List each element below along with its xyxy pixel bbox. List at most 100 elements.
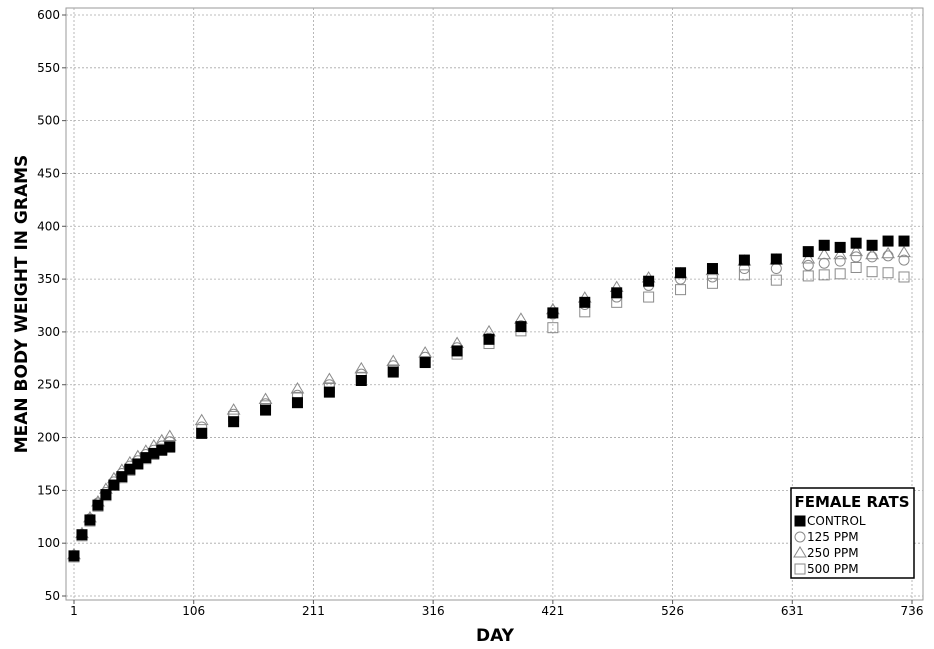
y-tick-label: 50 — [45, 589, 60, 603]
axes: 50 100 150 200 250 300 350 400 450 500 550 600 1 106 2… — [37, 8, 923, 618]
data-point — [419, 357, 431, 369]
x-tick-label: 736 — [901, 604, 924, 618]
data-point — [354, 361, 369, 374]
legend-label: CONTROL — [807, 514, 866, 528]
data-point — [322, 372, 337, 384]
y-tick-label: 300 — [37, 325, 60, 339]
data-point — [164, 441, 176, 453]
x-tick-label: 526 — [661, 604, 684, 618]
data-point — [770, 274, 782, 286]
data-point — [897, 245, 911, 258]
data-point — [355, 375, 367, 387]
data-point — [515, 321, 527, 333]
data-point — [418, 346, 433, 358]
y-tick-label: 350 — [37, 272, 60, 286]
legend-title: FEMALE RATS — [794, 493, 909, 511]
series-control — [68, 235, 910, 562]
legend-marker — [794, 531, 806, 543]
data-point — [547, 322, 559, 334]
data-point — [92, 499, 104, 511]
x-tick-label: 211 — [302, 604, 325, 618]
y-tick-label: 200 — [37, 431, 60, 445]
data-point — [882, 267, 894, 279]
data-point — [850, 237, 862, 249]
y-tick-label: 600 — [37, 8, 60, 22]
data-point — [643, 291, 655, 303]
data-point — [818, 257, 830, 269]
x-axis-label: DAY — [476, 626, 515, 646]
legend-label: 500 PPM — [807, 562, 859, 576]
data-point — [817, 247, 832, 260]
data-point — [849, 244, 864, 257]
x-tick-label: 631 — [781, 604, 804, 618]
data-point — [226, 403, 241, 415]
x-tick-label: 421 — [541, 604, 564, 618]
data-point — [802, 259, 814, 271]
data-point — [818, 269, 830, 281]
y-tick-label: 500 — [37, 114, 60, 128]
plot-area — [65, 7, 924, 601]
data-point — [196, 427, 208, 439]
data-point — [643, 275, 655, 287]
legend: FEMALE RATS CONTROL 125 PPM 250 PPM 500 PPM — [790, 487, 915, 579]
data-point — [84, 514, 96, 526]
data-point — [386, 354, 401, 366]
data-point — [675, 267, 687, 279]
data-point — [898, 235, 910, 247]
y-tick-label: 250 — [37, 378, 60, 392]
data-point — [132, 458, 144, 470]
data-point — [194, 413, 209, 426]
data-point — [834, 268, 846, 280]
data-point — [260, 404, 272, 416]
data-point — [738, 254, 750, 266]
data-point — [833, 247, 848, 260]
data-point — [850, 261, 862, 273]
y-tick-label: 550 — [37, 61, 60, 75]
data-point — [706, 263, 718, 275]
legend-box — [790, 487, 915, 579]
data-points — [67, 235, 911, 563]
data-point — [675, 284, 687, 296]
legend-items: CONTROL 125 PPM 250 PPM 500 PPM — [793, 514, 866, 576]
data-point — [850, 251, 862, 263]
data-point — [834, 241, 846, 253]
data-point — [818, 239, 830, 251]
y-tick-label: 400 — [37, 219, 60, 233]
data-point — [68, 550, 80, 562]
data-point — [547, 307, 559, 319]
data-point — [802, 270, 814, 282]
data-point — [706, 277, 718, 289]
data-point — [108, 479, 120, 491]
data-point — [162, 429, 177, 441]
data-point — [611, 287, 623, 299]
data-point — [866, 266, 878, 278]
x-tick-label: 316 — [422, 604, 445, 618]
data-point — [451, 345, 463, 357]
data-point — [898, 254, 910, 266]
x-tick-label: 106 — [182, 604, 205, 618]
data-point — [579, 296, 591, 308]
data-point — [116, 471, 128, 483]
data-point — [76, 529, 88, 541]
data-point — [898, 271, 910, 283]
legend-marker — [794, 515, 806, 527]
data-point — [882, 235, 894, 247]
data-point — [323, 386, 335, 398]
data-point — [865, 247, 879, 260]
data-point — [866, 239, 878, 251]
data-point — [100, 489, 112, 501]
legend-marker — [794, 563, 806, 575]
data-point — [770, 253, 782, 265]
data-point — [291, 397, 303, 409]
data-point — [802, 246, 814, 258]
data-point — [738, 269, 750, 281]
data-point — [483, 333, 495, 345]
data-point — [258, 392, 273, 405]
data-point — [834, 255, 846, 267]
legend-marker — [793, 546, 807, 558]
y-tick-label: 450 — [37, 166, 60, 180]
data-point — [290, 381, 305, 394]
data-point — [801, 252, 816, 264]
